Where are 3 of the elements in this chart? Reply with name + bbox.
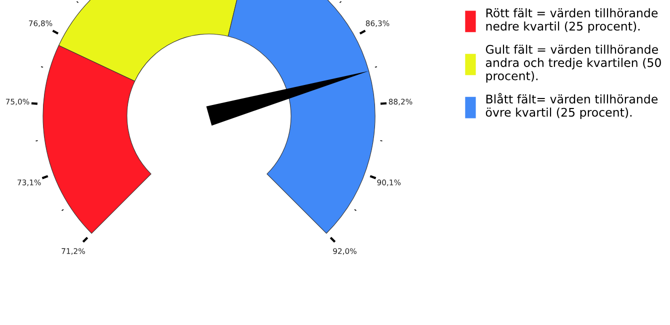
legend-label: Rött fält = värden tillhörande nedre kvartil (25 procent).: [486, 8, 658, 33]
legend-label: Blått fält= värden tillhörande övre kvartil (25 procent).: [486, 92, 658, 120]
legend-label: Gult fält = värden tillhörande andra och tredje kvartilen (50 procent).: [486, 44, 661, 83]
